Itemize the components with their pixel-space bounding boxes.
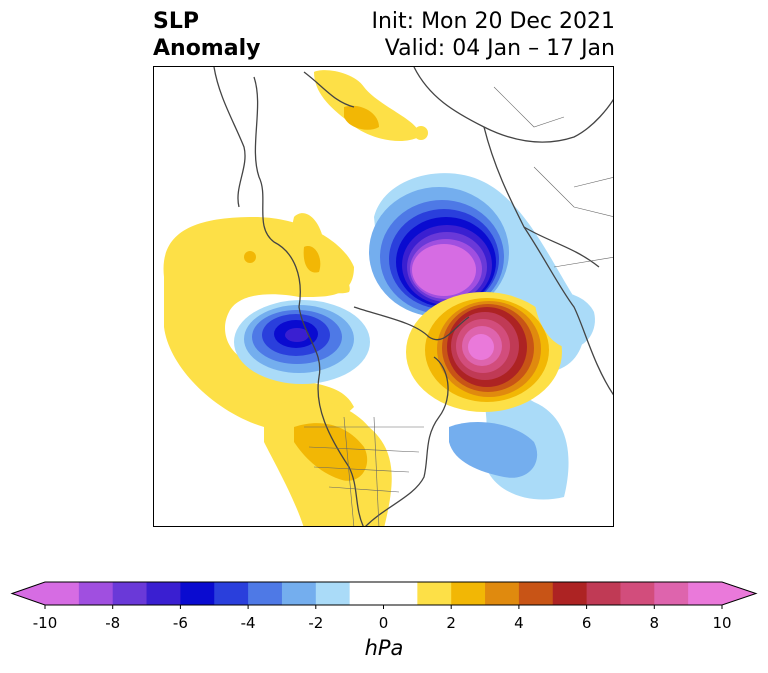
colorbar-segment xyxy=(78,582,114,605)
colorbar-segment xyxy=(383,582,418,605)
colorbar-tick-label: 10 xyxy=(712,614,732,632)
colorbar-tick-label: -6 xyxy=(172,614,188,632)
colorbar-tick-label: 8 xyxy=(649,614,660,632)
colorbar-segment xyxy=(112,582,148,605)
colorbar-under-arrow xyxy=(12,582,45,605)
colorbar-segment xyxy=(451,582,486,605)
colorbar-graphic xyxy=(10,581,758,609)
colorbar-segment xyxy=(349,582,384,605)
colorbar-tick-label: 2 xyxy=(446,614,456,632)
colorbar-tick-label: -2 xyxy=(308,614,324,632)
colorbar-segment xyxy=(485,582,520,605)
colorbar-segment xyxy=(654,582,689,605)
title-left: SLP Anomaly xyxy=(153,8,260,62)
colorbar-segment xyxy=(552,582,588,605)
colorbar xyxy=(0,575,768,615)
colorbar-tick-label: 0 xyxy=(378,614,389,632)
colorbar-unit: hPa xyxy=(364,636,404,660)
anomaly-gulf-alaska-negative xyxy=(234,300,370,384)
coastlines xyxy=(213,67,613,526)
colorbar-segment xyxy=(688,582,723,605)
colorbar-segment xyxy=(180,582,215,605)
title-right: Init: Mon 20 Dec 2021 Valid: 04 Jan – 17… xyxy=(372,8,616,62)
colorbar-segment xyxy=(281,582,317,605)
colorbar-segment xyxy=(45,582,80,605)
valid-range-label: Valid: 04 Jan – 17 Jan xyxy=(384,36,615,61)
colorbar-tick-label: -8 xyxy=(105,614,121,632)
title-subtitle: Anomaly xyxy=(153,36,261,61)
init-date-label: Init: Mon 20 Dec 2021 xyxy=(371,9,616,34)
colorbar-segment xyxy=(146,582,181,605)
title-variable: SLP xyxy=(153,9,199,34)
colorbar-segment xyxy=(315,582,351,605)
colorbar-segment xyxy=(248,582,283,605)
borders xyxy=(304,86,613,526)
colorbar-segment xyxy=(586,582,621,605)
map-panel xyxy=(153,66,614,527)
colorbar-segment xyxy=(214,582,249,605)
colorbar-tick-label: 4 xyxy=(514,614,524,632)
slp-anomaly-map xyxy=(154,67,613,526)
colorbar-over-arrow xyxy=(722,582,756,605)
colorbar-segment xyxy=(417,582,452,605)
colorbar-tick-label: -4 xyxy=(240,614,256,632)
colorbar-segment xyxy=(518,582,554,605)
colorbar-tick-label: 6 xyxy=(581,614,592,632)
colorbar-segment xyxy=(620,582,655,605)
colorbar-tick-label: -10 xyxy=(32,614,58,632)
anomaly-europe-positive xyxy=(406,292,562,412)
